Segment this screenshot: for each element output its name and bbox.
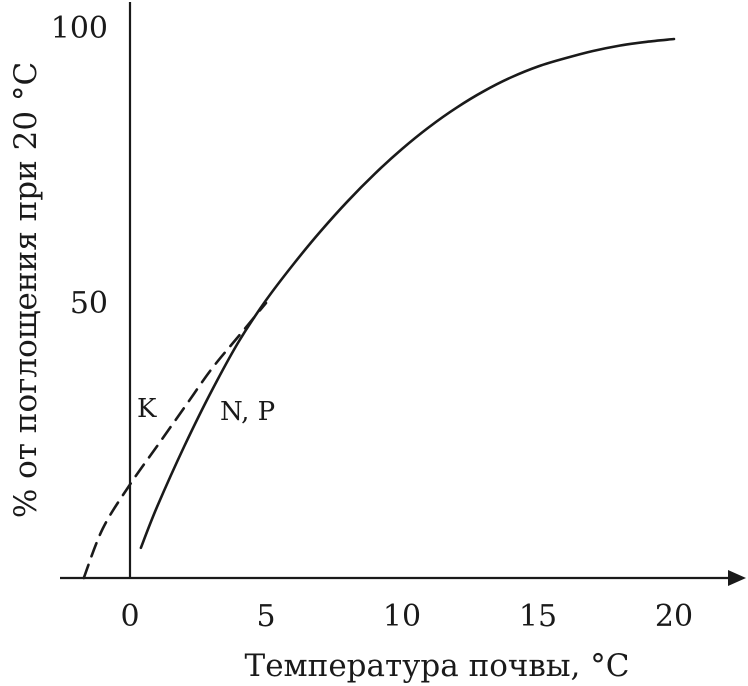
y-tick-label: 50 [70, 286, 108, 321]
x-tick-label: 0 [120, 599, 139, 634]
y-axis-title: % от поглощения при 20 °C [8, 62, 44, 518]
x-tick-label: 20 [655, 599, 693, 634]
series-label-0: N, P [220, 397, 275, 427]
axes: 0 5 10 15 20 50 100 [51, 2, 746, 634]
series-layer [82, 37, 676, 580]
x-tick-label: 15 [519, 599, 557, 634]
series-line-1 [82, 301, 268, 580]
x-tick-label: 5 [256, 599, 275, 634]
y-tick-label: 100 [51, 11, 108, 46]
x-axis-arrow [728, 570, 746, 586]
series-label-1: K [137, 394, 157, 424]
x-axis-title: Температура почвы, °C [245, 648, 630, 684]
labels-layer: N, P K [137, 394, 275, 427]
series-line-0 [139, 37, 676, 550]
x-tick-label: 10 [383, 599, 421, 634]
